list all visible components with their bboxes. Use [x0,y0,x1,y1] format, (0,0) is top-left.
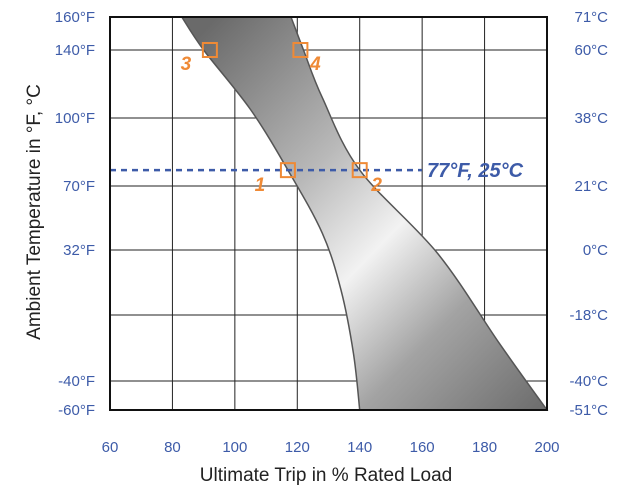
x-axis-ticks: 60 80 100 120 140 160 180 200 [102,439,560,456]
y-axis-label: Ambient Temperature in °F, °C [24,84,45,340]
right-axis-ticks: 71°C 60°C 38°C 21°C 0°C -18°C -40°C -51°C [569,9,608,419]
y-tick-label-c: -18°C [569,307,608,324]
y-tick-label-c: 71°C [574,9,608,26]
y-tick-label-c: 0°C [583,242,608,259]
y-tick-label-c: 21°C [574,178,608,195]
x-tick-label: 200 [534,439,559,456]
test-point-label: 3 [181,54,192,75]
y-tick-label-f: 32°F [63,242,95,259]
left-axis-ticks: 160°F 140°F 100°F 70°F 32°F -40°F -60°F [55,9,95,419]
y-tick-label-c: 38°C [574,110,608,127]
x-tick-label: 60 [102,439,119,456]
x-tick-label: 120 [285,439,310,456]
x-tick-label: 140 [347,439,372,456]
reference-line-label: 77°F, 25°C [427,160,524,182]
test-point-label: 4 [309,54,321,75]
y-tick-label-f: 100°F [55,110,95,127]
x-tick-label: 100 [222,439,247,456]
test-point-label: 2 [370,175,382,196]
y-tick-label-f: 160°F [55,9,95,26]
y-tick-label-f: 70°F [63,178,95,195]
y-tick-label-c: -40°C [569,373,608,390]
trip-tolerance-band [182,17,547,410]
test-point-label: 1 [255,175,266,196]
y-tick-label-c: 60°C [574,42,608,59]
y-tick-label-c: -51°C [569,402,608,419]
y-tick-label-f: -40°F [58,373,95,390]
x-tick-label: 180 [472,439,497,456]
x-axis-label: Ultimate Trip in % Rated Load [200,465,452,486]
x-tick-label: 80 [164,439,181,456]
x-tick-label: 160 [410,439,435,456]
y-tick-label-f: -60°F [58,402,95,419]
y-tick-label-f: 140°F [55,42,95,59]
